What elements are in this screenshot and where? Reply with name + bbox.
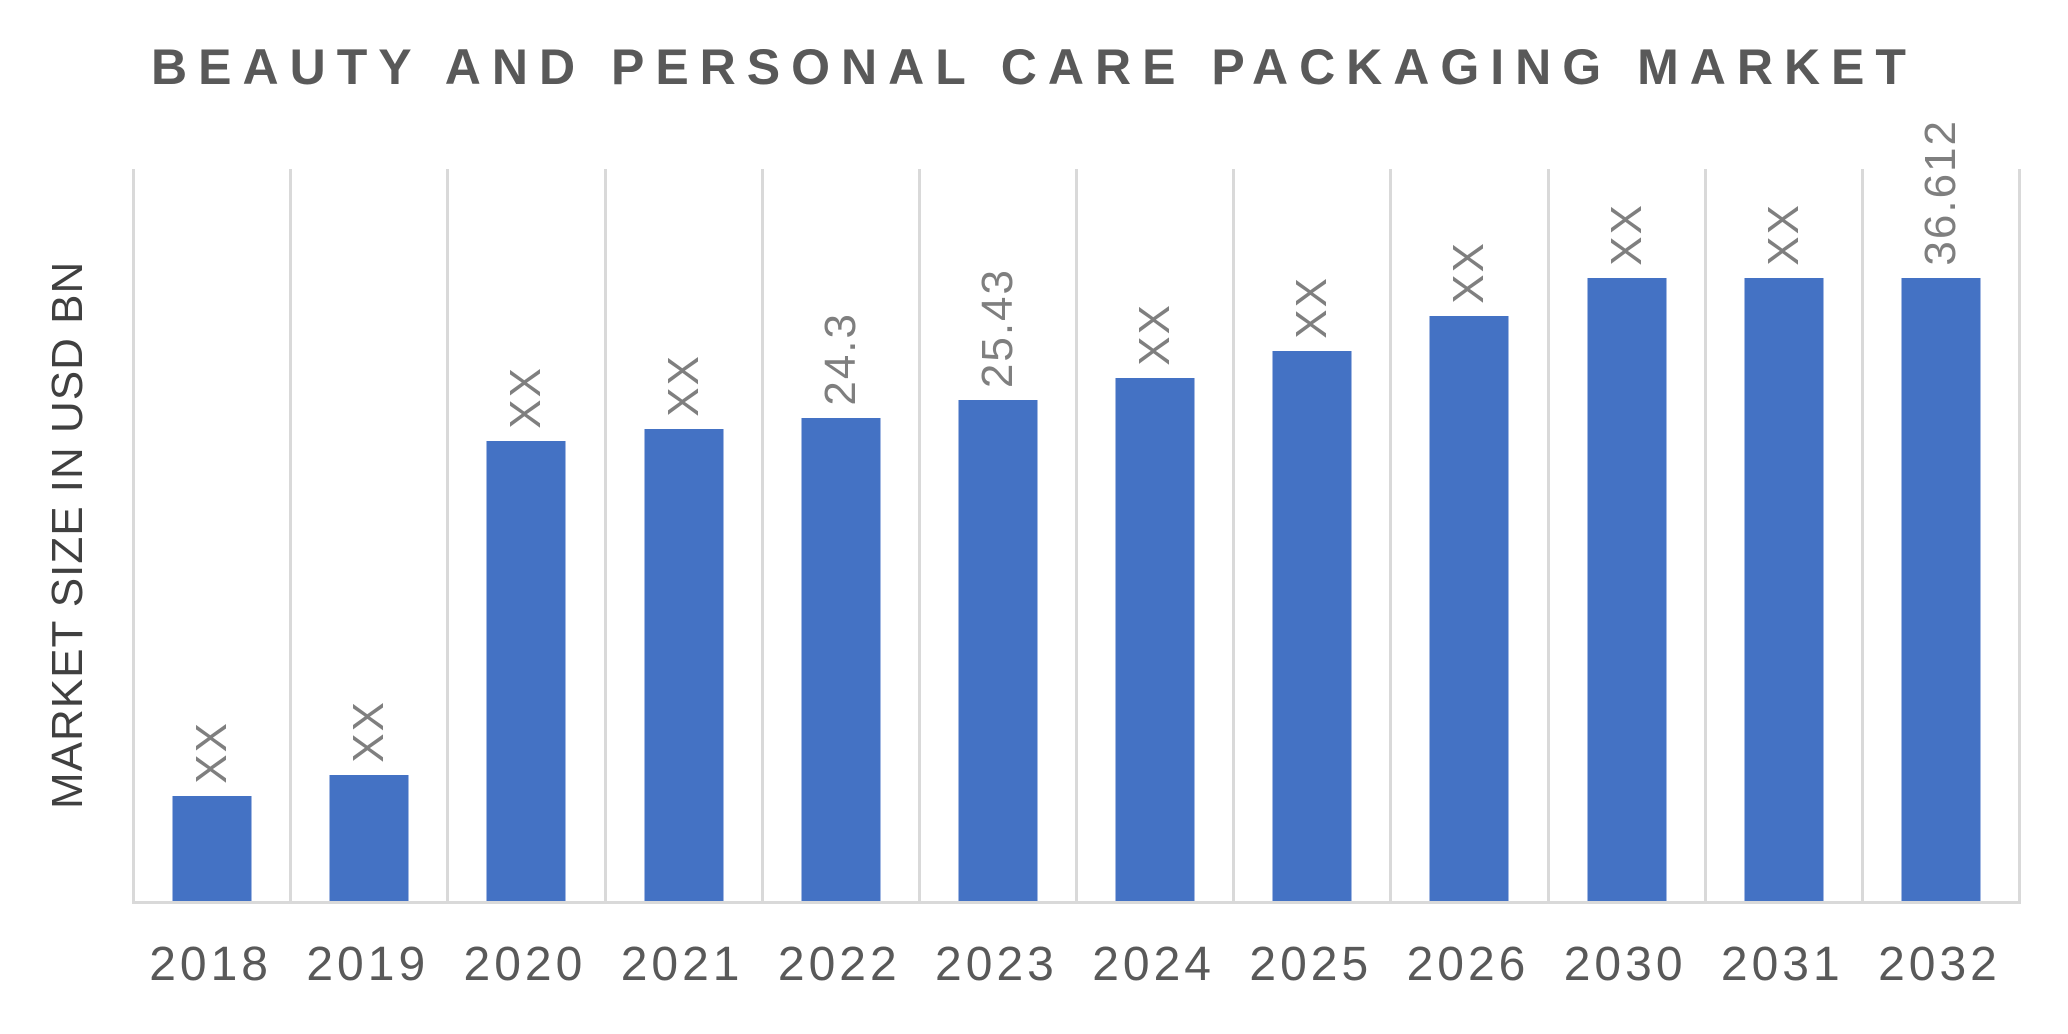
bar-label-2022: 24.3 [815, 312, 865, 406]
column-2031: XX [1707, 169, 1864, 901]
bar-2024 [1115, 378, 1195, 901]
bar-label-wrap-2022: 24.3 [764, 312, 918, 406]
column-2021: XX [607, 169, 764, 901]
bar-2030 [1587, 278, 1667, 901]
bar-2021 [644, 429, 724, 901]
x-label-2021: 2021 [620, 938, 744, 991]
column-2032: 36.612 [1864, 119, 2022, 901]
x-label-2030: 2030 [1563, 938, 1687, 991]
x-label-2022: 2022 [777, 938, 901, 991]
bar-2031 [1744, 278, 1824, 901]
bar-2020 [486, 441, 566, 901]
bar-label-wrap-2021: XX [607, 354, 761, 417]
x-label-2032: 2032 [1878, 938, 2001, 991]
bar-2026 [1429, 316, 1509, 901]
y-axis-title: MARKET SIZE IN USD BN [43, 260, 92, 810]
x-label-2019: 2019 [306, 938, 430, 991]
bar-label-2023: 25.43 [972, 267, 1022, 388]
bar-label-wrap-2018: XX [135, 721, 289, 784]
bar-label-wrap-2023: 25.43 [921, 268, 1075, 388]
bar-label-wrap-2031: XX [1707, 203, 1861, 266]
x-label-2031: 2031 [1720, 938, 1844, 991]
bar-2022 [801, 418, 881, 901]
bar-label-wrap-2026: XX [1392, 241, 1546, 304]
bar-label-2025: XX [1287, 276, 1337, 339]
bar-label-2020: XX [501, 366, 551, 429]
plot-area: XX XX XX XX 24.3 25.43 XX XX XX XX XX 36.612 [132, 119, 2022, 904]
bar-label-2019: XX [344, 700, 394, 763]
bar-label-wrap-2020: XX [449, 366, 603, 429]
bar-label-2032: 36.612 [1915, 119, 1965, 266]
column-2024: XX [1078, 169, 1236, 901]
x-label-2025: 2025 [1249, 938, 1373, 991]
bar-label-2026: XX [1444, 241, 1494, 304]
column-2020: XX [449, 169, 607, 901]
bar-2023 [958, 400, 1038, 901]
column-2019: XX [292, 169, 450, 901]
bar-label-2031: XX [1758, 203, 1808, 266]
bar-label-2018: XX [187, 721, 237, 784]
bar-2025 [1272, 351, 1352, 901]
bar-label-wrap-2032: 36.612 [1864, 119, 2018, 266]
x-label-2020: 2020 [463, 938, 587, 991]
chart-title: BEAUTY AND PERSONAL CARE PACKAGING MARKE… [151, 39, 1917, 95]
column-2030: XX [1550, 169, 1707, 901]
bar-label-2024: XX [1130, 303, 1180, 366]
x-label-2024: 2024 [1092, 938, 1215, 991]
bar-label-2021: XX [658, 354, 708, 417]
column-2023: 25.43 [921, 169, 1079, 901]
column-2026: XX [1392, 169, 1550, 901]
x-axis-labels: 2018 2019 2020 2021 2022 2023 2024 2025 2026 2030… [132, 925, 2018, 1005]
bar-label-wrap-2030: XX [1550, 203, 1704, 266]
column-2018: XX [135, 169, 293, 901]
bar-2032 [1901, 278, 1981, 901]
bar-label-wrap-2025: XX [1235, 276, 1389, 339]
x-label-2026: 2026 [1406, 938, 1530, 991]
x-label-2023: 2023 [935, 938, 1058, 991]
column-2022: 24.3 [764, 169, 921, 901]
x-label-2018: 2018 [149, 938, 272, 991]
bar-label-wrap-2024: XX [1078, 303, 1232, 366]
bar-label-2030: XX [1601, 203, 1651, 266]
bar-label-wrap-2019: XX [292, 700, 446, 763]
column-2025: XX [1235, 169, 1393, 901]
bar-2019 [329, 775, 409, 901]
bar-2018 [172, 796, 252, 901]
